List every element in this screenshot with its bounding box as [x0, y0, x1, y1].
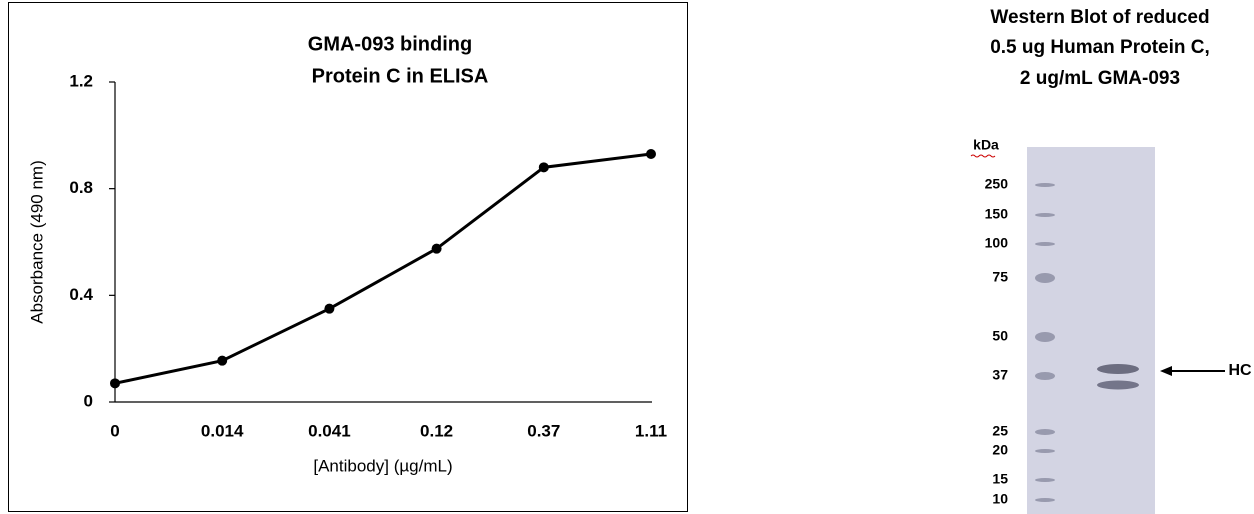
y-tick-label: 1.2	[69, 71, 93, 90]
point	[646, 149, 656, 159]
ladder-band	[1035, 478, 1055, 482]
annotation: HC	[1228, 362, 1252, 379]
y-tick-label: 0	[84, 391, 93, 410]
ladder-band	[1035, 183, 1055, 187]
ladder-band	[1035, 332, 1055, 342]
ladder-band	[1035, 242, 1055, 246]
ladder-band	[1035, 449, 1055, 453]
marker-label: 75	[992, 269, 1008, 285]
ladder-band	[1035, 429, 1055, 435]
ladder-band	[1035, 213, 1055, 217]
point	[324, 303, 335, 314]
marker-label: 50	[992, 328, 1008, 344]
point	[217, 355, 228, 366]
x-tick-label: 0.041	[308, 421, 351, 440]
point	[431, 243, 442, 254]
marker-label: 37	[992, 367, 1008, 383]
chart-title: Protein C in ELISA	[312, 65, 489, 87]
point	[110, 378, 120, 389]
marker-label: 25	[992, 423, 1008, 439]
ladder-band	[1035, 498, 1055, 502]
x-axis-label: [Antibody] (µg/mL)	[313, 456, 452, 475]
ladder-band	[1035, 273, 1055, 283]
kda-label: kDa	[973, 137, 999, 153]
line	[114, 152, 652, 385]
y-tick-label: 0.4	[69, 285, 93, 304]
blot-title: Western Blot of reduced	[990, 7, 1209, 28]
y-tick-label: 0.8	[69, 178, 93, 197]
gel	[1027, 147, 1155, 514]
marker-label: 150	[985, 206, 1009, 222]
marker-label: 10	[992, 491, 1008, 507]
chart-frame	[8, 2, 688, 512]
x-tick-label: 0.12	[420, 421, 453, 440]
spell-underline	[970, 154, 996, 158]
marker-label: 100	[985, 235, 1009, 251]
x-tick-label: 0.014	[201, 421, 244, 440]
marker-label: 20	[992, 442, 1008, 458]
marker-label: 250	[985, 176, 1009, 192]
arrow-head	[1160, 366, 1172, 376]
blot-title: 2 ug/mL GMA-093	[1020, 68, 1180, 89]
x-tick-label: 1.11	[635, 421, 667, 440]
x-tick-label: 0.37	[527, 421, 560, 440]
chart-title: GMA-093 binding	[308, 33, 472, 55]
ladder-band	[1035, 372, 1055, 380]
x-tick-label: 0	[110, 421, 119, 440]
hc-band	[1097, 364, 1139, 374]
marker-label: 15	[992, 471, 1008, 487]
blot-title: 0.5 ug Human Protein C,	[990, 37, 1210, 58]
point	[538, 162, 549, 173]
y-axis-label: Absorbance (490 nm)	[27, 160, 46, 323]
band	[1097, 380, 1139, 390]
